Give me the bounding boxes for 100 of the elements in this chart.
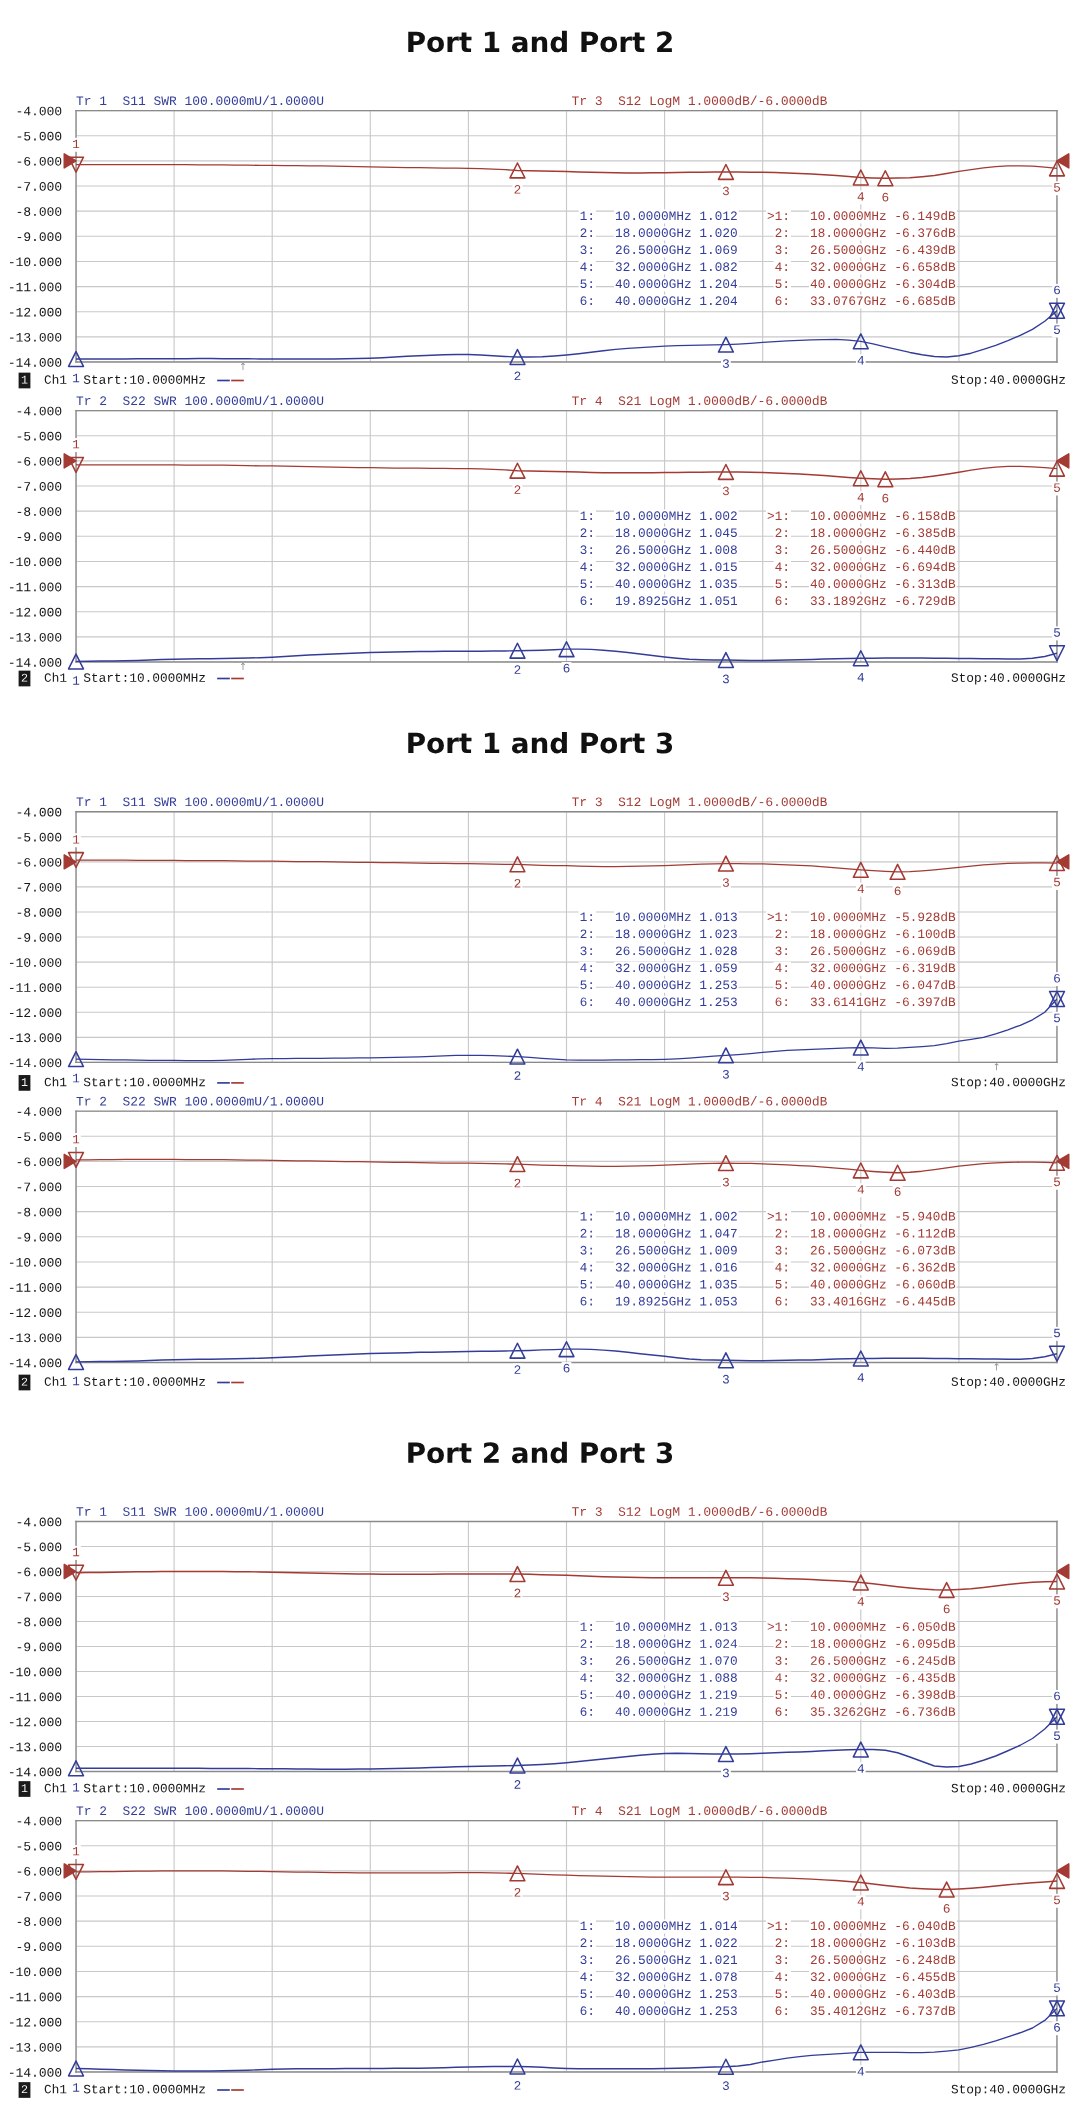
- point: [67, 1863, 85, 1881]
- text: ↑: [994, 1063, 999, 1071]
- annotation: 2:: [775, 1228, 787, 1238]
- annotation: 1: [73, 373, 80, 383]
- annotation: 26.5000GHz -6.248dB: [810, 1954, 956, 1965]
- y-tick-label: -12.000: [9, 2017, 62, 2027]
- annotation: 1:: [580, 1211, 592, 1221]
- annotation: 6:: [775, 997, 787, 1007]
- y-tick-label: -8.000: [17, 507, 62, 516]
- annotation: 3:: [775, 545, 787, 555]
- annotation: 3:: [775, 1245, 787, 1255]
- point: [852, 1874, 870, 1891]
- annotation: 4: [857, 1764, 864, 1773]
- annotation: 4:: [775, 262, 787, 271]
- y-tick-label: -12.000: [9, 1717, 62, 1727]
- point: [509, 462, 526, 479]
- annotation: 3:: [580, 545, 592, 555]
- annotation: 10.0000MHz 1.012: [615, 211, 737, 221]
- y-tick-label: -11.000: [9, 1283, 62, 1292]
- annotation: 4:: [580, 262, 592, 271]
- annotation: 26.5000GHz -6.440dB: [810, 544, 956, 555]
- annotation: 4: [857, 884, 864, 894]
- annotation: 26.5000GHz -6.439dB: [810, 244, 956, 255]
- annotation: 18.0000GHz -6.385dB: [810, 527, 956, 538]
- annotation: 6:: [580, 296, 592, 306]
- annotation: 35.4012GHz -6.737dB: [810, 2005, 956, 2016]
- annotation: 3:: [580, 245, 592, 255]
- annotation: 5:: [775, 279, 787, 289]
- annotation: 1: [73, 439, 80, 449]
- annotation: 3: [722, 1768, 729, 1778]
- annotation: 4: [857, 356, 864, 365]
- text: Tr 1 S11 SWR 100.0000mU/1.0000U: [76, 796, 324, 807]
- annotation: >1:: [767, 912, 787, 921]
- annotation: 10.0000MHz 1.013: [615, 1622, 737, 1631]
- annotation: 5:: [775, 579, 787, 589]
- annotation: 2: [514, 1178, 521, 1188]
- point: [717, 1154, 735, 1172]
- point: [67, 156, 85, 173]
- point: [67, 1151, 85, 1169]
- annotation: 18.0000GHz -6.112dB: [810, 1228, 956, 1238]
- y-tick-label: -11.000: [9, 1992, 62, 2002]
- annotation: 3:: [775, 245, 787, 255]
- annotation: 5: [1053, 1177, 1061, 1187]
- text: Tr 3 S12 LogM 1.0000dB/-6.0000dB: [572, 95, 827, 108]
- annotation: 40.0000GHz 1.219: [615, 1707, 737, 1716]
- annotation: 3:: [580, 1245, 592, 1255]
- annotation: 5:: [580, 1279, 592, 1289]
- annotation: 5:: [580, 279, 592, 289]
- annotation: 40.0000GHz 1.253: [615, 1989, 737, 1999]
- annotation: 4:: [580, 1262, 592, 1272]
- point: [1048, 460, 1066, 477]
- y-tick-label: -11.000: [9, 282, 62, 292]
- point: [852, 1741, 870, 1758]
- annotation: 40.0000GHz -6.304dB: [810, 278, 956, 289]
- text: 2: [21, 1377, 28, 1386]
- annotation: 6: [1054, 973, 1060, 983]
- point: [67, 851, 85, 869]
- point: [509, 1757, 526, 1774]
- text: Ch1: [44, 672, 67, 682]
- annotation: 32.0000GHz -6.435dB: [810, 1672, 956, 1682]
- annotation: 18.0000GHz -6.095dB: [810, 1638, 956, 1648]
- annotation: 33.0767GHz -6.685dB: [810, 295, 956, 306]
- annotation: 2:: [775, 228, 787, 237]
- y-tick-label: -13.000: [9, 1742, 62, 1752]
- annotation: 5:: [580, 1989, 592, 1999]
- y-tick-label: -7.000: [17, 1592, 62, 1602]
- annotation: 4:: [580, 1972, 592, 1981]
- y-tick-label: -14.000: [9, 2068, 62, 2077]
- annotation: 5:: [580, 980, 592, 990]
- point: [852, 1574, 870, 1591]
- y-tick-label: -7.000: [17, 1182, 62, 1192]
- annotation: 26.5000GHz 1.069: [615, 245, 737, 255]
- text: Ch1: [44, 1076, 67, 1087]
- y-tick-label: -14.000: [9, 358, 62, 367]
- annotation: 18.0000GHz 1.047: [615, 1228, 737, 1238]
- annotation: 3: [722, 674, 729, 684]
- annotation: 4: [857, 492, 864, 502]
- annotation: 40.0000GHz 1.204: [615, 279, 738, 289]
- point: [717, 163, 735, 181]
- annotation: 2: [514, 1071, 521, 1080]
- text: Tr 1 S11 SWR 100.0000mU/1.0000U: [76, 1506, 324, 1516]
- annotation: >1:: [767, 1921, 787, 1930]
- annotation: 1: [73, 1782, 80, 1792]
- y-tick-label: -8.000: [17, 1917, 62, 1926]
- annotation: 6:: [775, 1296, 787, 1306]
- annotation: 5:: [775, 1989, 787, 1999]
- annotation: 5: [1053, 877, 1061, 887]
- point: [67, 1760, 85, 1777]
- annotation: 35.3262GHz -6.736dB: [810, 1706, 956, 1716]
- annotation: 2:: [580, 1938, 592, 1947]
- annotation: 18.0000GHz -6.100dB: [810, 928, 956, 939]
- point: [717, 1047, 735, 1064]
- y-tick-label: -9.000: [17, 1942, 62, 1952]
- y-tick-label: -14.000: [9, 1358, 62, 1368]
- y-tick-label: -6.000: [17, 1866, 62, 1876]
- text: Tr 4 S21 LogM 1.0000dB/-6.0000dB: [572, 1096, 827, 1109]
- annotation: 3:: [580, 1656, 592, 1665]
- annotation: 10.0000MHz 1.002: [615, 511, 737, 521]
- annotation: 1: [73, 676, 80, 685]
- annotation: 3: [722, 186, 729, 196]
